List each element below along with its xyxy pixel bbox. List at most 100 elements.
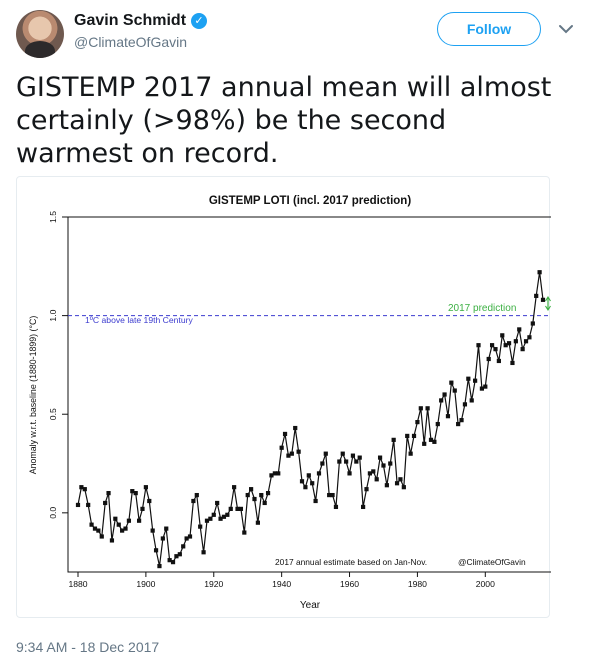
data-point-1903 bbox=[153, 548, 159, 553]
data-point-1914 bbox=[191, 498, 196, 504]
chart-image[interactable]: GISTEMP LOTI (incl. 2017 prediction) 0.0… bbox=[16, 176, 551, 618]
data-point-1929 bbox=[242, 530, 247, 535]
data-point-2003 bbox=[493, 347, 498, 352]
data-point-1954 bbox=[327, 492, 332, 498]
y-axis: 0.0 0.5 1.0 1.5 bbox=[48, 211, 68, 519]
data-point-1992 bbox=[456, 421, 461, 427]
data-point-1899 bbox=[140, 506, 145, 511]
data-point-1911 bbox=[181, 544, 186, 549]
data-point-1957 bbox=[337, 459, 342, 464]
data-point-1958 bbox=[340, 451, 345, 456]
plot-frame bbox=[67, 216, 551, 573]
temperature-series-points bbox=[75, 270, 546, 569]
data-point-1934 bbox=[259, 492, 264, 498]
data-point-1917 bbox=[201, 550, 206, 555]
temperature-series-line bbox=[77, 272, 544, 567]
data-point-1983 bbox=[425, 406, 430, 411]
data-point-2004 bbox=[496, 358, 501, 364]
data-point-1933 bbox=[255, 520, 260, 525]
data-point-1966 bbox=[367, 471, 372, 476]
data-point-1999 bbox=[479, 386, 485, 391]
data-point-1925 bbox=[228, 506, 233, 511]
data-point-1898 bbox=[136, 518, 142, 523]
data-point-1895 bbox=[126, 518, 132, 523]
data-point-1882 bbox=[82, 487, 87, 492]
data-point-1901 bbox=[147, 498, 152, 504]
data-point-1932 bbox=[252, 496, 257, 502]
data-point-1959 bbox=[344, 459, 349, 464]
data-point-1948 bbox=[306, 473, 311, 478]
chevron-down-icon[interactable] bbox=[557, 20, 575, 38]
data-point-1975 bbox=[398, 477, 403, 482]
data-point-1961 bbox=[350, 453, 356, 458]
data-point-1927 bbox=[235, 506, 240, 511]
data-point-1910 bbox=[177, 552, 182, 557]
data-point-1912 bbox=[184, 536, 189, 541]
data-point-1922 bbox=[218, 516, 223, 521]
follow-button[interactable]: Follow bbox=[437, 12, 541, 46]
x-tick-label: 1900 bbox=[136, 579, 155, 589]
data-point-1938 bbox=[272, 471, 277, 476]
data-point-1946 bbox=[299, 479, 305, 484]
data-point-1930 bbox=[245, 492, 250, 498]
data-point-1896 bbox=[130, 489, 135, 494]
data-point-1941 bbox=[282, 431, 288, 437]
data-point-1981 bbox=[418, 406, 423, 411]
data-point-1990 bbox=[449, 380, 454, 385]
chart-footer-credit: @ClimateOfGavin bbox=[458, 557, 526, 567]
data-point-1919 bbox=[208, 516, 213, 521]
data-point-1928 bbox=[238, 506, 244, 511]
data-point-1904 bbox=[157, 563, 162, 569]
data-point-1985 bbox=[432, 439, 437, 444]
tweet-header: Gavin Schmidt ✓ @ClimateOfGavin Follow bbox=[16, 10, 576, 58]
data-point-1968 bbox=[374, 477, 379, 482]
data-point-2012 bbox=[523, 339, 529, 344]
x-tick-label: 1880 bbox=[68, 579, 87, 589]
data-point-1931 bbox=[249, 487, 254, 492]
data-point-1889 bbox=[106, 491, 111, 496]
data-point-2017 bbox=[540, 297, 546, 302]
data-point-1945 bbox=[296, 449, 301, 454]
data-point-1892 bbox=[116, 522, 121, 527]
data-point-1953 bbox=[323, 451, 328, 456]
data-point-1942 bbox=[286, 453, 291, 458]
data-point-1956 bbox=[333, 504, 339, 510]
data-point-2013 bbox=[527, 335, 532, 340]
data-point-2000 bbox=[483, 384, 488, 389]
prediction-uncertainty-icon bbox=[545, 295, 551, 312]
data-point-1944 bbox=[293, 425, 298, 431]
data-point-1998 bbox=[476, 343, 481, 348]
data-point-1969 bbox=[377, 455, 383, 460]
data-point-1894 bbox=[123, 526, 128, 531]
data-point-1976 bbox=[401, 485, 406, 490]
data-point-1881 bbox=[79, 485, 84, 490]
chart-title: GISTEMP LOTI (incl. 2017 prediction) bbox=[209, 195, 412, 207]
x-tick-label: 1980 bbox=[408, 579, 427, 589]
data-point-1988 bbox=[442, 392, 447, 397]
data-point-1890 bbox=[109, 538, 115, 543]
gistemp-chart: GISTEMP LOTI (incl. 2017 prediction) 0.0… bbox=[28, 195, 551, 611]
author-handle[interactable]: @ClimateOfGavin bbox=[74, 34, 188, 50]
author-name[interactable]: Gavin Schmidt bbox=[74, 12, 187, 29]
data-point-1886 bbox=[96, 528, 101, 533]
y-tick-label: 1.5 bbox=[48, 211, 58, 223]
avatar[interactable] bbox=[16, 10, 64, 58]
x-tick-label: 1960 bbox=[340, 579, 359, 589]
data-point-1908 bbox=[170, 560, 176, 565]
timestamp[interactable]: 9:34 AM - 18 Dec 2017 bbox=[16, 639, 160, 655]
data-point-1974 bbox=[394, 481, 400, 486]
data-point-1935 bbox=[262, 500, 267, 506]
name-row: Gavin Schmidt ✓ bbox=[74, 12, 208, 30]
data-point-2008 bbox=[510, 360, 515, 366]
data-point-2005 bbox=[500, 333, 505, 338]
data-point-1955 bbox=[330, 492, 335, 498]
data-point-1982 bbox=[422, 441, 427, 446]
data-point-1996 bbox=[469, 398, 474, 403]
data-point-1964 bbox=[361, 504, 366, 510]
prediction-arrow-down bbox=[545, 305, 551, 312]
data-point-1994 bbox=[462, 402, 468, 407]
data-point-1907 bbox=[167, 558, 172, 563]
data-point-1923 bbox=[221, 514, 227, 519]
data-point-1891 bbox=[113, 516, 118, 521]
data-point-1897 bbox=[133, 491, 138, 496]
